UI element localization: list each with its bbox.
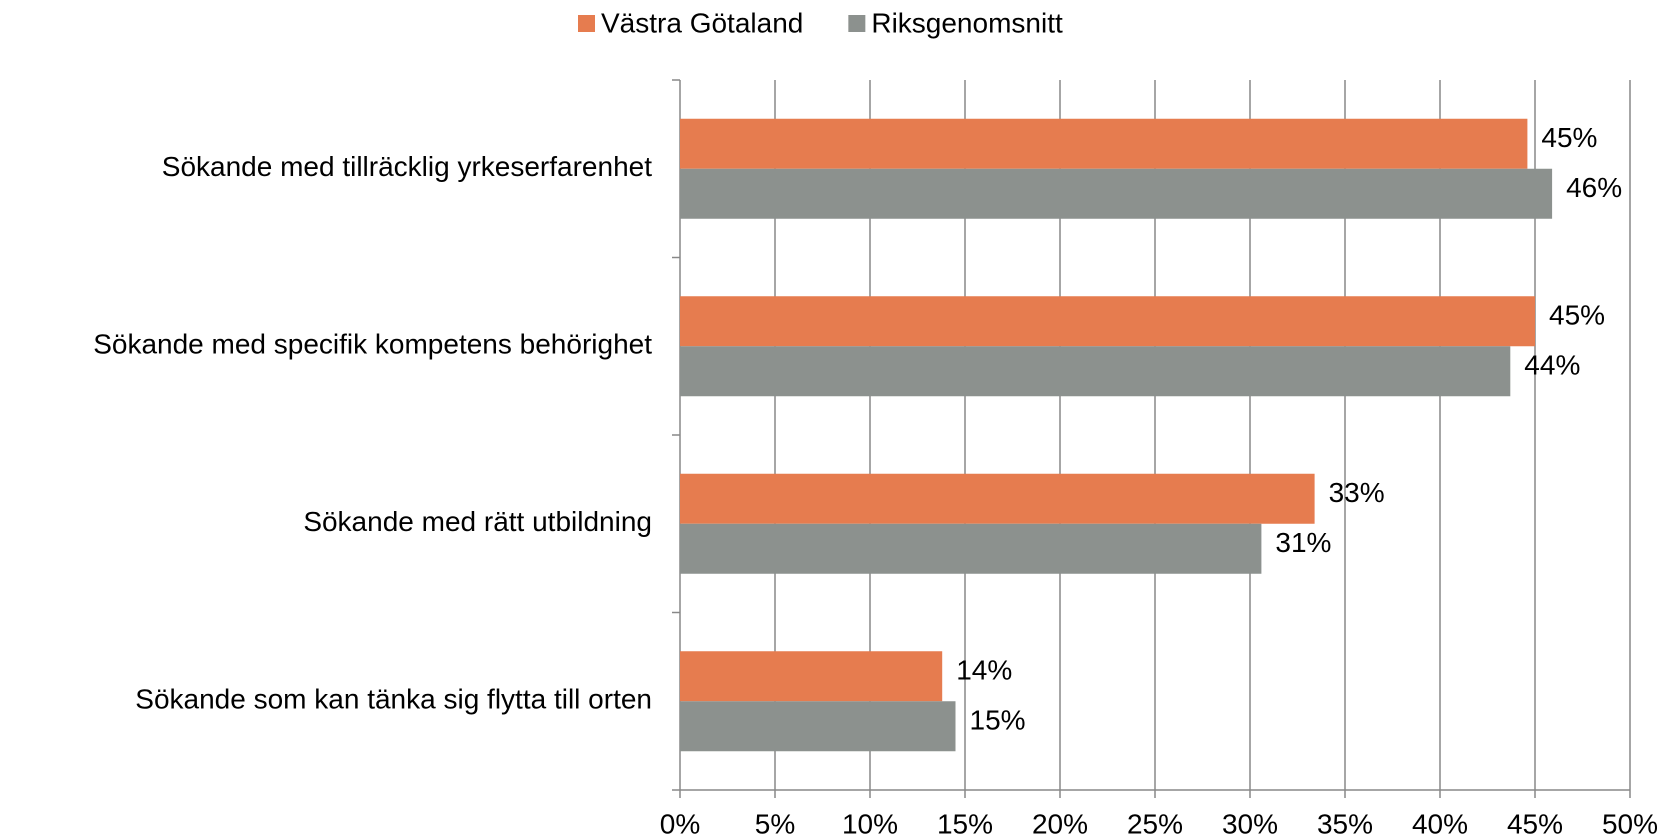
x-tick-label: 35% (1317, 808, 1373, 834)
data-label: 33% (1329, 477, 1385, 508)
bar (680, 523, 1262, 574)
x-tick-label: 50% (1602, 808, 1658, 834)
data-label: 31% (1275, 527, 1331, 558)
data-label: 46% (1566, 172, 1622, 203)
x-tick-label: 10% (842, 808, 898, 834)
data-label: 45% (1541, 122, 1597, 153)
y-tick-label: Sökande med rätt utbildning (303, 506, 652, 537)
y-tick-label: Sökande med tillräcklig yrkeserfarenhet (162, 151, 652, 182)
bar (680, 346, 1511, 397)
legend-swatch (848, 15, 866, 32)
data-label: 14% (956, 655, 1012, 686)
bar (680, 701, 956, 752)
x-tick-label: 25% (1127, 808, 1183, 834)
x-tick-label: 0% (660, 808, 700, 834)
legend-swatch (578, 15, 595, 32)
bar (680, 168, 1553, 219)
data-label: 15% (970, 705, 1026, 736)
bar (680, 296, 1535, 347)
data-label: 44% (1524, 350, 1580, 381)
legend-label: Riksgenomsnitt (871, 7, 1063, 38)
bar (680, 473, 1315, 524)
x-tick-label: 30% (1222, 808, 1278, 834)
y-tick-label: Sökande som kan tänka sig flytta till or… (135, 684, 652, 715)
x-tick-label: 5% (755, 808, 795, 834)
data-label: 45% (1549, 300, 1605, 331)
x-tick-label: 40% (1412, 808, 1468, 834)
x-tick-label: 45% (1507, 808, 1563, 834)
x-tick-label: 15% (937, 808, 993, 834)
legend-label: Västra Götaland (601, 7, 803, 38)
x-tick-label: 20% (1032, 808, 1088, 834)
bar (680, 118, 1528, 169)
bar (680, 651, 943, 702)
y-tick-label: Sökande med specifik kompetens behörighe… (93, 329, 652, 360)
